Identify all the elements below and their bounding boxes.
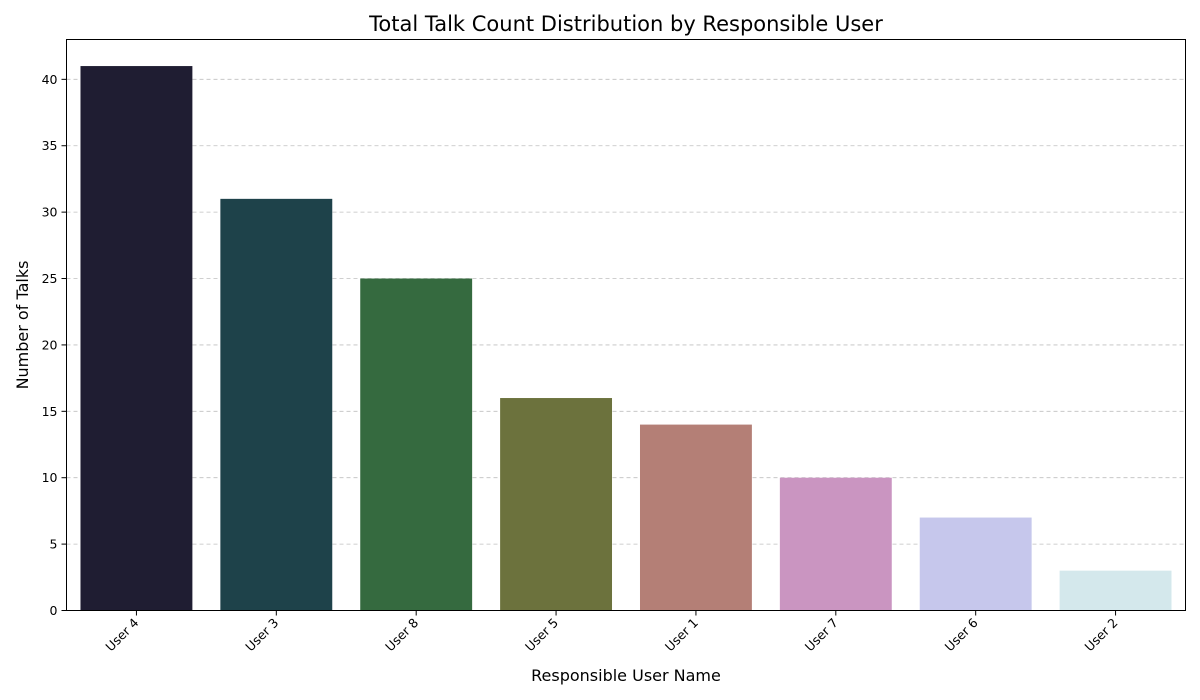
x-tick-label: User 8	[382, 615, 421, 654]
bars	[80, 66, 1172, 611]
y-tick-label: 5	[50, 537, 58, 552]
chart-title: Total Talk Count Distribution by Respons…	[368, 12, 883, 36]
y-tick-label: 35	[42, 138, 58, 153]
bar-user-1	[639, 424, 752, 611]
y-tick-label: 40	[42, 72, 58, 87]
plot-frame	[66, 39, 1186, 611]
y-tick-label: 30	[42, 205, 58, 220]
bar-user-6	[919, 517, 1032, 611]
bar-user-5	[500, 398, 613, 611]
x-tick-label: User 5	[522, 615, 561, 654]
y-tick-label: 20	[42, 337, 58, 352]
y-tick-label: 15	[42, 404, 58, 419]
bar-user-4	[80, 66, 193, 611]
x-tick-label: User 4	[102, 615, 141, 654]
x-axis: User 4 User 3 User 8 User 5 User 1 User 7 User…	[102, 610, 1121, 654]
x-axis-label: Responsible User Name	[531, 666, 721, 685]
y-tick-label: 0	[50, 603, 58, 618]
x-tick-label: User 6	[942, 615, 981, 654]
y-tick-label: 25	[42, 271, 58, 286]
x-tick-label: User 7	[802, 615, 841, 654]
y-axis-label: Number of Talks	[13, 261, 32, 390]
bar-user-8	[360, 278, 473, 611]
bar-user-7	[779, 477, 892, 611]
y-tick-label: 10	[42, 470, 58, 485]
y-axis: 0 5 10 15 20 25 30 35 40	[42, 72, 67, 618]
x-tick-label: User 2	[1081, 615, 1120, 654]
x-tick-label: User 3	[242, 615, 281, 654]
bar-user-3	[220, 198, 333, 611]
bar-user-2	[1059, 570, 1172, 611]
x-tick-label: User 1	[662, 615, 701, 654]
